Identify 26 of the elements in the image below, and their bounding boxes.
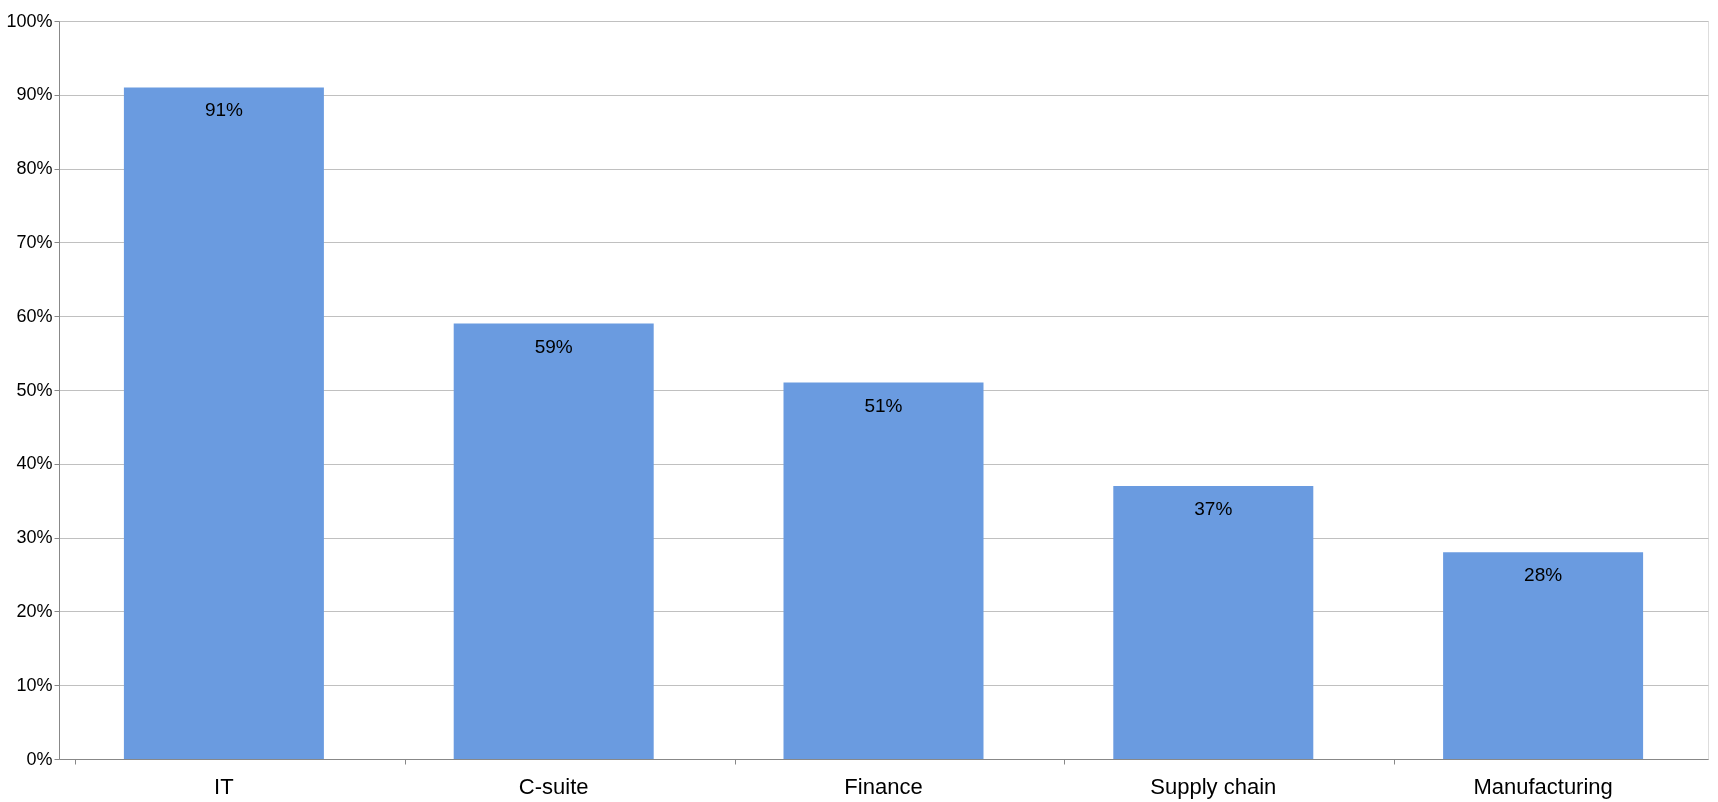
y-tick-label: 0%	[26, 748, 53, 769]
y-tick-label: 70%	[16, 231, 53, 252]
bar	[1443, 552, 1644, 759]
y-tick-label: 50%	[16, 379, 53, 400]
bar	[123, 87, 324, 759]
data-label: 59%	[534, 335, 573, 357]
y-tick-label: 80%	[16, 158, 53, 179]
data-label: 28%	[1524, 564, 1563, 586]
x-tick-label: IT	[214, 773, 234, 799]
bar	[1113, 485, 1314, 759]
data-label: 51%	[864, 394, 903, 416]
x-tick-label: C-suite	[518, 773, 589, 799]
y-tick-label: 60%	[16, 305, 53, 326]
data-label: 37%	[1194, 497, 1233, 519]
x-tick-label: Manufacturing	[1473, 773, 1613, 799]
x-tick-label: Finance	[844, 773, 923, 799]
data-label: 91%	[204, 99, 244, 121]
y-tick-label: 100%	[6, 10, 53, 31]
y-tick-label: 10%	[16, 674, 53, 695]
x-tick-label: Supply chain	[1150, 773, 1277, 799]
bar	[783, 382, 984, 759]
y-tick-label: 30%	[16, 527, 53, 548]
y-tick-label: 20%	[16, 600, 53, 621]
y-tick-label: 40%	[16, 453, 53, 474]
bar	[453, 323, 654, 759]
y-tick-label: 90%	[16, 84, 53, 105]
